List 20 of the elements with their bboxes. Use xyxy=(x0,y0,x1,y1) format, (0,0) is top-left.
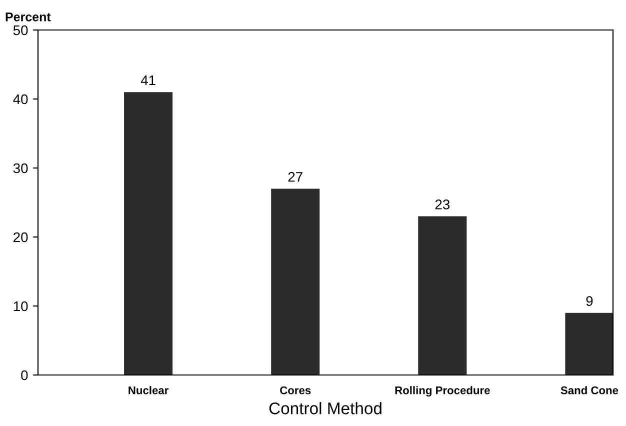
y-axis-title: Percent xyxy=(6,12,51,22)
data-label: 9 xyxy=(586,296,593,306)
x-tick-label: Nuclear xyxy=(128,386,169,394)
y-tick-label: 20 xyxy=(14,232,28,242)
bar xyxy=(271,188,320,375)
bar xyxy=(418,216,467,375)
x-tick-label: Cores xyxy=(280,386,311,394)
bar xyxy=(565,312,613,375)
x-tick-label: Rolling Procedure xyxy=(395,386,490,397)
x-tick-label: Sand Cone xyxy=(560,386,618,394)
data-label: 23 xyxy=(435,200,450,210)
y-tick-label: 40 xyxy=(13,94,28,104)
data-label: 27 xyxy=(288,172,302,182)
x-axis-title: Control Method xyxy=(269,402,382,414)
data-label: 41 xyxy=(140,75,156,86)
y-tick-label: 30 xyxy=(13,163,28,174)
bar xyxy=(124,92,173,375)
y-tick-label: 50 xyxy=(13,25,28,36)
y-tick-label: 0 xyxy=(21,370,28,380)
y-tick-label: 10 xyxy=(14,301,28,312)
